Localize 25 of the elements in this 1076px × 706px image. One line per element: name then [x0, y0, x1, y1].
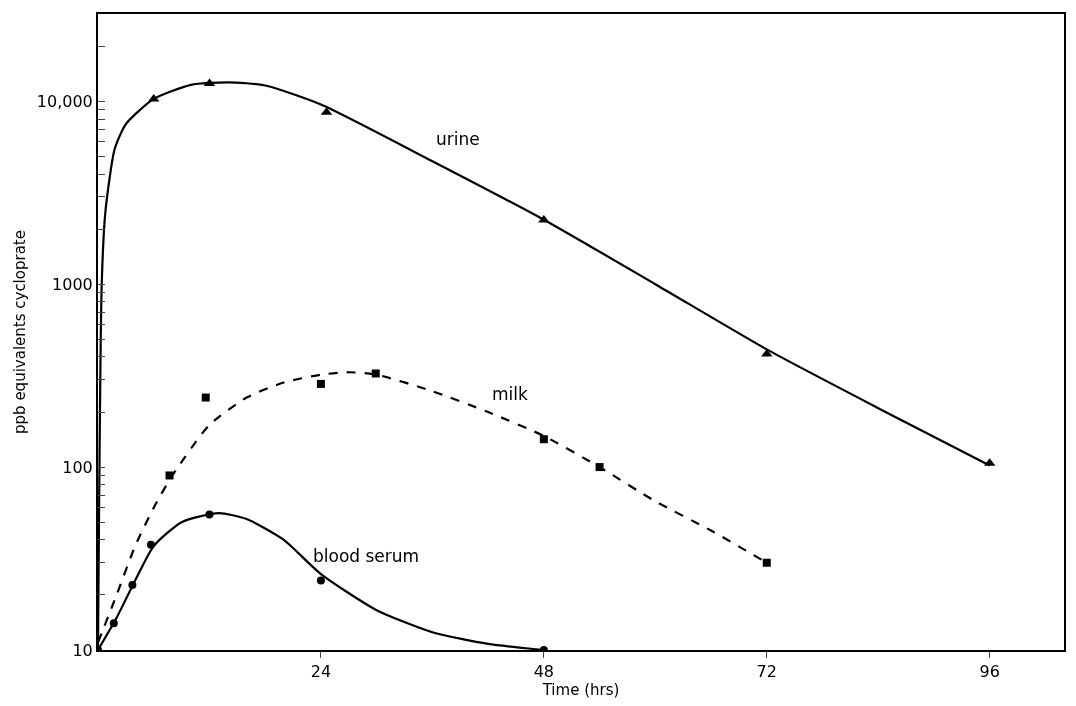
point: [762, 558, 771, 567]
point: [128, 580, 137, 589]
y-tick-label: 1000: [52, 274, 93, 294]
x-tick-label: 96: [979, 662, 1000, 682]
y-tick-label: 10: [72, 640, 93, 660]
point: [316, 379, 325, 388]
series-label: blood serum: [313, 546, 420, 566]
y-tick-label: 10,000: [36, 91, 93, 111]
x-tick-label: 24: [310, 662, 332, 682]
x-axis-title: Time (hrs): [541, 681, 620, 700]
point: [146, 540, 155, 549]
point: [595, 463, 604, 472]
point: [201, 393, 210, 402]
series-label: milk: [492, 384, 529, 404]
point: [165, 471, 174, 480]
y-axis-title: ppb equivalents cycloprate: [10, 230, 29, 434]
point: [109, 619, 118, 628]
x-tick-label: 72: [756, 662, 777, 682]
point: [316, 576, 325, 585]
x-tick-label: 48: [533, 662, 555, 682]
series-label: urine: [436, 129, 480, 149]
point: [205, 510, 214, 519]
y-tick-label: 100: [62, 457, 93, 477]
point: [539, 435, 548, 444]
point: [371, 369, 380, 378]
